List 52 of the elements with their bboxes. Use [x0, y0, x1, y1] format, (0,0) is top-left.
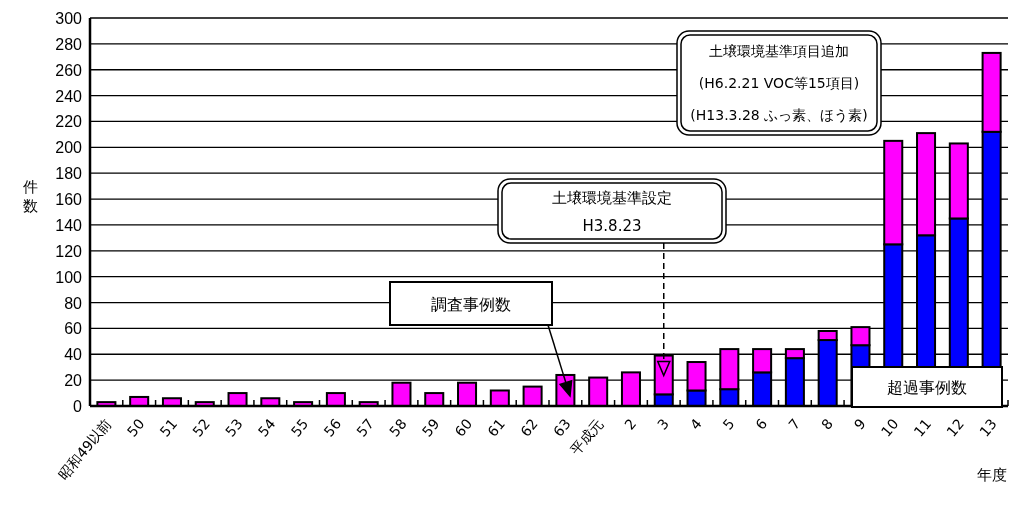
picture-callout-box: 土壌環境基準項目追加 (H6.2.21 VOC等15項目) (H13.3.28 ふっ素、ほう素): [676, 30, 882, 136]
x-tick-label: 62: [517, 415, 541, 440]
annotation: 土壌環境基準項目追加 (H6.2.21 VOC等15項目) (H13.3.28 ふっ素、ほう素): [690, 43, 868, 124]
x-tick-label: 8: [817, 415, 836, 433]
x-tick-label: 60: [451, 415, 476, 440]
x-tick-label: 61: [484, 415, 509, 440]
y-tick-label: 40: [64, 346, 83, 364]
y-tick-label: 140: [55, 216, 83, 234]
y-tick-label: 280: [55, 35, 83, 53]
x-tick-label: 50: [123, 415, 148, 440]
x-tick-label: 昭和49以前: [54, 415, 115, 483]
x-tick-label: 63: [549, 415, 574, 440]
y-tick-label: 220: [55, 113, 83, 131]
series-label: 超過事例数: [887, 378, 967, 398]
y-tick-label: 60: [64, 320, 83, 338]
picture-callout-box: 土壌環境基準設定 H3.8.23: [497, 178, 727, 244]
x-tick-label: 59: [418, 415, 443, 440]
x-tick-label: 54: [254, 415, 279, 440]
x-tick-label: 3: [654, 415, 673, 433]
x-tick-label: 10: [877, 415, 902, 440]
x-tick-label: 56: [320, 415, 345, 440]
y-tick-label: 100: [55, 268, 83, 286]
annotation: 土壌環境基準設定 H3.8.23: [552, 188, 672, 235]
y-tick-label: 80: [64, 294, 83, 312]
x-tick-label: 11: [910, 415, 935, 440]
y-tick-label: 300: [55, 10, 83, 27]
y-tick-label: 120: [55, 242, 83, 260]
picture-callout-box: 調査事例数: [389, 281, 553, 326]
y-tick-label: 240: [55, 87, 83, 105]
x-tick-label: 51: [156, 415, 181, 440]
x-tick-label: 9: [850, 415, 869, 433]
y-axis-title: 件数: [22, 178, 38, 215]
x-tick-label: 58: [386, 415, 410, 440]
y-tick-label: 260: [55, 61, 83, 79]
x-tick-label: 57: [353, 415, 377, 440]
x-tick-label: 13: [976, 415, 1000, 440]
y-tick-label: 200: [55, 139, 83, 157]
y-tick-label: 0: [73, 398, 83, 415]
x-tick-label: 6: [752, 415, 771, 433]
x-tick-label: 5: [719, 415, 738, 433]
x-tick-label: 55: [287, 415, 312, 440]
y-tick-label: 160: [55, 191, 83, 209]
x-tick-label: 52: [189, 415, 214, 440]
x-tick-label: 53: [222, 415, 246, 440]
y-tick-label: 180: [55, 165, 83, 183]
y-tick-label: 20: [64, 372, 83, 390]
x-tick-label: 2: [621, 415, 640, 433]
x-tick-label: 7: [785, 415, 804, 433]
x-tick-label: 12: [943, 415, 968, 440]
x-tick-label: 4: [686, 415, 705, 433]
picture-callout-box: 超過事例数: [851, 366, 1003, 408]
x-axis-title: 年度: [977, 466, 1007, 484]
